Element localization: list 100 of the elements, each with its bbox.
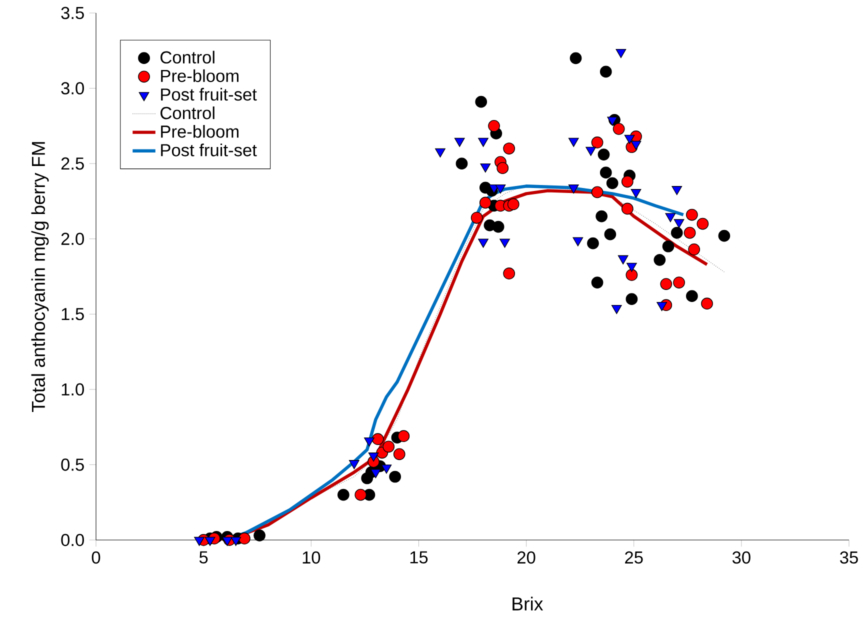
point (435, 148, 446, 158)
point (393, 448, 406, 460)
legend-label: Pre-bloom (161, 69, 238, 82)
point (389, 470, 401, 483)
point (470, 212, 483, 224)
point (368, 452, 379, 462)
point (479, 196, 492, 209)
point (686, 208, 698, 221)
y-tick-label: 3.0 (61, 82, 84, 94)
y-tick-label: 1.0 (62, 383, 84, 396)
point (503, 268, 516, 280)
point (684, 226, 696, 239)
point (688, 243, 700, 256)
point (624, 134, 635, 144)
point (718, 230, 730, 242)
point (701, 298, 713, 310)
point (596, 210, 608, 222)
point (616, 49, 626, 58)
point (382, 440, 395, 453)
point (507, 198, 520, 210)
legend-label: Control (160, 106, 214, 120)
x-tick-label: 15 (410, 551, 428, 564)
point (484, 219, 496, 232)
point (626, 269, 638, 281)
point (337, 488, 350, 501)
point (370, 469, 381, 478)
point (598, 148, 610, 160)
point (686, 290, 698, 302)
point (222, 536, 232, 546)
point (621, 202, 634, 215)
point (398, 430, 410, 442)
point (600, 66, 612, 78)
point (480, 163, 491, 173)
x-tick-label: 5 (199, 551, 208, 564)
y-tick-label: 3.5 (61, 6, 84, 20)
point (660, 278, 672, 290)
point (672, 186, 682, 196)
y-tick-label: 0.0 (61, 534, 84, 546)
point (475, 96, 488, 108)
legend-label: Post fruit-set (161, 144, 257, 156)
point (568, 138, 579, 147)
point (354, 488, 367, 501)
point (587, 237, 599, 250)
point (568, 184, 579, 194)
y-axis-title: Total anthocyanin mg/g berry FM (31, 142, 49, 412)
point (364, 437, 374, 447)
x-tick-label: 20 (518, 551, 536, 564)
point (654, 254, 666, 266)
point (591, 186, 604, 198)
legend-label: Pre-bloom (161, 125, 238, 138)
point (230, 536, 242, 546)
point (662, 240, 674, 252)
point (454, 138, 465, 147)
point (586, 146, 596, 156)
point (591, 136, 604, 148)
point (665, 213, 676, 222)
point (626, 262, 637, 272)
point (607, 116, 618, 126)
point (570, 52, 582, 64)
point (194, 536, 204, 546)
legend-label: Post fruit-set (161, 88, 257, 101)
point (674, 219, 684, 228)
point (238, 532, 250, 544)
point (500, 238, 510, 248)
y-tick-label: 0.5 (61, 458, 84, 471)
point (618, 255, 628, 264)
point (478, 138, 488, 147)
x-tick-label: 0 (92, 551, 100, 564)
x-tick-label: 25 (625, 551, 643, 564)
point (372, 433, 384, 446)
point (656, 302, 668, 312)
point (572, 237, 584, 246)
y-tick-label: 2.0 (61, 232, 84, 245)
point (591, 276, 604, 288)
point (673, 276, 685, 288)
point (496, 162, 509, 174)
point (204, 536, 216, 546)
y-tick-label: 2.5 (61, 157, 84, 170)
point (606, 177, 618, 190)
point (630, 189, 642, 198)
point (626, 293, 638, 306)
x-axis-title: Brix (512, 596, 544, 610)
point (456, 158, 468, 170)
point (621, 176, 634, 188)
y-tick-label: 1.5 (62, 308, 84, 320)
legend-label: Control (160, 50, 214, 64)
point (604, 228, 616, 240)
point (254, 530, 266, 542)
point (630, 140, 642, 150)
point (612, 123, 625, 135)
point (478, 238, 488, 248)
point (488, 120, 500, 132)
x-tick-label: 35 (840, 551, 858, 564)
point (495, 184, 506, 194)
point (503, 142, 516, 154)
point (670, 226, 683, 239)
point (600, 166, 612, 179)
x-tick-label: 30 (732, 551, 750, 564)
point (696, 218, 709, 230)
point (348, 460, 360, 470)
